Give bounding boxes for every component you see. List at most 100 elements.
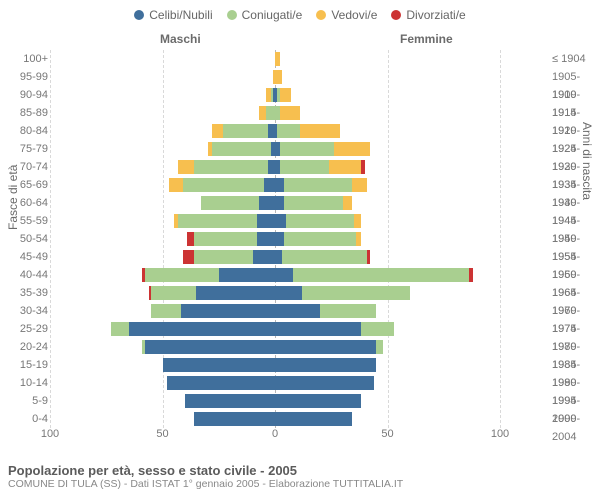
pyramid-row	[50, 410, 500, 428]
pyramid-row	[50, 140, 500, 158]
pyramid-row	[50, 284, 500, 302]
bar-segment-widowed	[280, 106, 300, 120]
bar-segment-single	[275, 268, 293, 282]
birth-tick: 1955-1959	[552, 248, 600, 266]
bar-segment-married	[286, 214, 354, 228]
bar-segment-single	[219, 268, 275, 282]
bar-segment-single	[275, 250, 282, 264]
bar-segment-single	[264, 178, 275, 192]
pyramid-row	[50, 248, 500, 266]
bar-female	[275, 268, 473, 282]
birth-tick: 1935-1939	[552, 176, 600, 194]
bar-segment-married	[284, 178, 352, 192]
bar-male	[142, 268, 275, 282]
bar-segment-married	[178, 214, 257, 228]
bar-segment-widowed	[356, 232, 361, 246]
bar-segment-single	[181, 304, 276, 318]
age-tick: 55-59	[0, 212, 48, 230]
x-tick: 100	[491, 428, 509, 440]
bar-segment-married	[201, 196, 260, 210]
bar-segment-single	[275, 286, 302, 300]
age-tick: 50-54	[0, 230, 48, 248]
bar-male	[149, 286, 275, 300]
bar-segment-single	[275, 178, 284, 192]
bar-segment-single	[268, 160, 275, 174]
bar-female	[275, 232, 361, 246]
birth-tick: 1960-1964	[552, 266, 600, 284]
birth-tick: 1920-1924	[552, 122, 600, 140]
bar-segment-widowed	[259, 106, 266, 120]
pyramid-row	[50, 392, 500, 410]
bar-female	[275, 250, 370, 264]
legend-label: Coniugati/e	[242, 8, 303, 22]
bar-male	[178, 160, 275, 174]
age-tick: 100+	[0, 50, 48, 68]
bar-male	[266, 88, 275, 102]
bar-female	[275, 196, 352, 210]
bar-segment-single	[275, 358, 376, 372]
age-tick: 80-84	[0, 122, 48, 140]
bar-segment-married	[194, 232, 257, 246]
age-tick: 70-74	[0, 158, 48, 176]
birth-tick: 1965-1969	[552, 284, 600, 302]
bar-segment-widowed	[343, 196, 352, 210]
bar-segment-widowed	[169, 178, 183, 192]
pyramid-row	[50, 194, 500, 212]
bar-male	[208, 142, 276, 156]
bar-segment-divorced	[367, 250, 369, 264]
age-tick: 95-99	[0, 68, 48, 86]
bar-segment-single	[129, 322, 275, 336]
x-tick: 0	[272, 428, 278, 440]
bar-female	[275, 322, 394, 336]
bar-segment-single	[275, 304, 320, 318]
age-tick: 15-19	[0, 356, 48, 374]
bar-segment-widowed	[352, 178, 368, 192]
bar-segment-married	[277, 124, 300, 138]
legend-swatch	[391, 10, 401, 20]
population-pyramid-chart: Celibi/Nubili Coniugati/e Vedovi/e Divorzia…	[0, 0, 600, 500]
birth-tick: 1945-1949	[552, 212, 600, 230]
bar-female	[275, 304, 376, 318]
bar-segment-widowed	[300, 124, 341, 138]
bar-male	[169, 178, 275, 192]
bar-male	[212, 124, 275, 138]
age-tick: 0-4	[0, 410, 48, 428]
age-tick: 35-39	[0, 284, 48, 302]
pyramid-row	[50, 266, 500, 284]
bar-segment-divorced	[469, 268, 474, 282]
bar-segment-married	[280, 160, 330, 174]
bar-segment-widowed	[354, 214, 361, 228]
bar-female	[275, 70, 282, 84]
legend-item: Vedovi/e	[316, 8, 377, 22]
bar-segment-married	[376, 340, 383, 354]
birth-tick: 1905-1909	[552, 68, 600, 86]
legend-label: Celibi/Nubili	[149, 8, 212, 22]
age-tick: 65-69	[0, 176, 48, 194]
legend-label: Divorziati/e	[406, 8, 465, 22]
bar-female	[275, 340, 383, 354]
legend: Celibi/Nubili Coniugati/e Vedovi/e Divorzia…	[0, 0, 600, 22]
bar-segment-married	[266, 106, 275, 120]
bar-segment-single	[275, 322, 361, 336]
bar-segment-married	[183, 178, 264, 192]
age-tick: 5-9	[0, 392, 48, 410]
bar-segment-divorced	[187, 232, 194, 246]
bar-segment-married	[151, 286, 196, 300]
header-female: Femmine	[400, 32, 453, 46]
bar-segment-single	[275, 412, 352, 426]
age-tick: 25-29	[0, 320, 48, 338]
bar-female	[275, 412, 352, 426]
pyramid-row	[50, 374, 500, 392]
bar-segment-single	[253, 250, 276, 264]
bar-female	[275, 376, 374, 390]
birth-tick: 1970-1974	[552, 302, 600, 320]
bar-female	[275, 286, 410, 300]
bar-segment-married	[280, 142, 334, 156]
bar-segment-widowed	[275, 70, 282, 84]
chart-title: Popolazione per età, sesso e stato civil…	[8, 463, 403, 478]
bar-segment-widowed	[329, 160, 361, 174]
birth-tick: 2000-2004	[552, 410, 600, 428]
pyramid-row	[50, 86, 500, 104]
bar-segment-married	[223, 124, 268, 138]
bar-segment-single	[163, 358, 276, 372]
